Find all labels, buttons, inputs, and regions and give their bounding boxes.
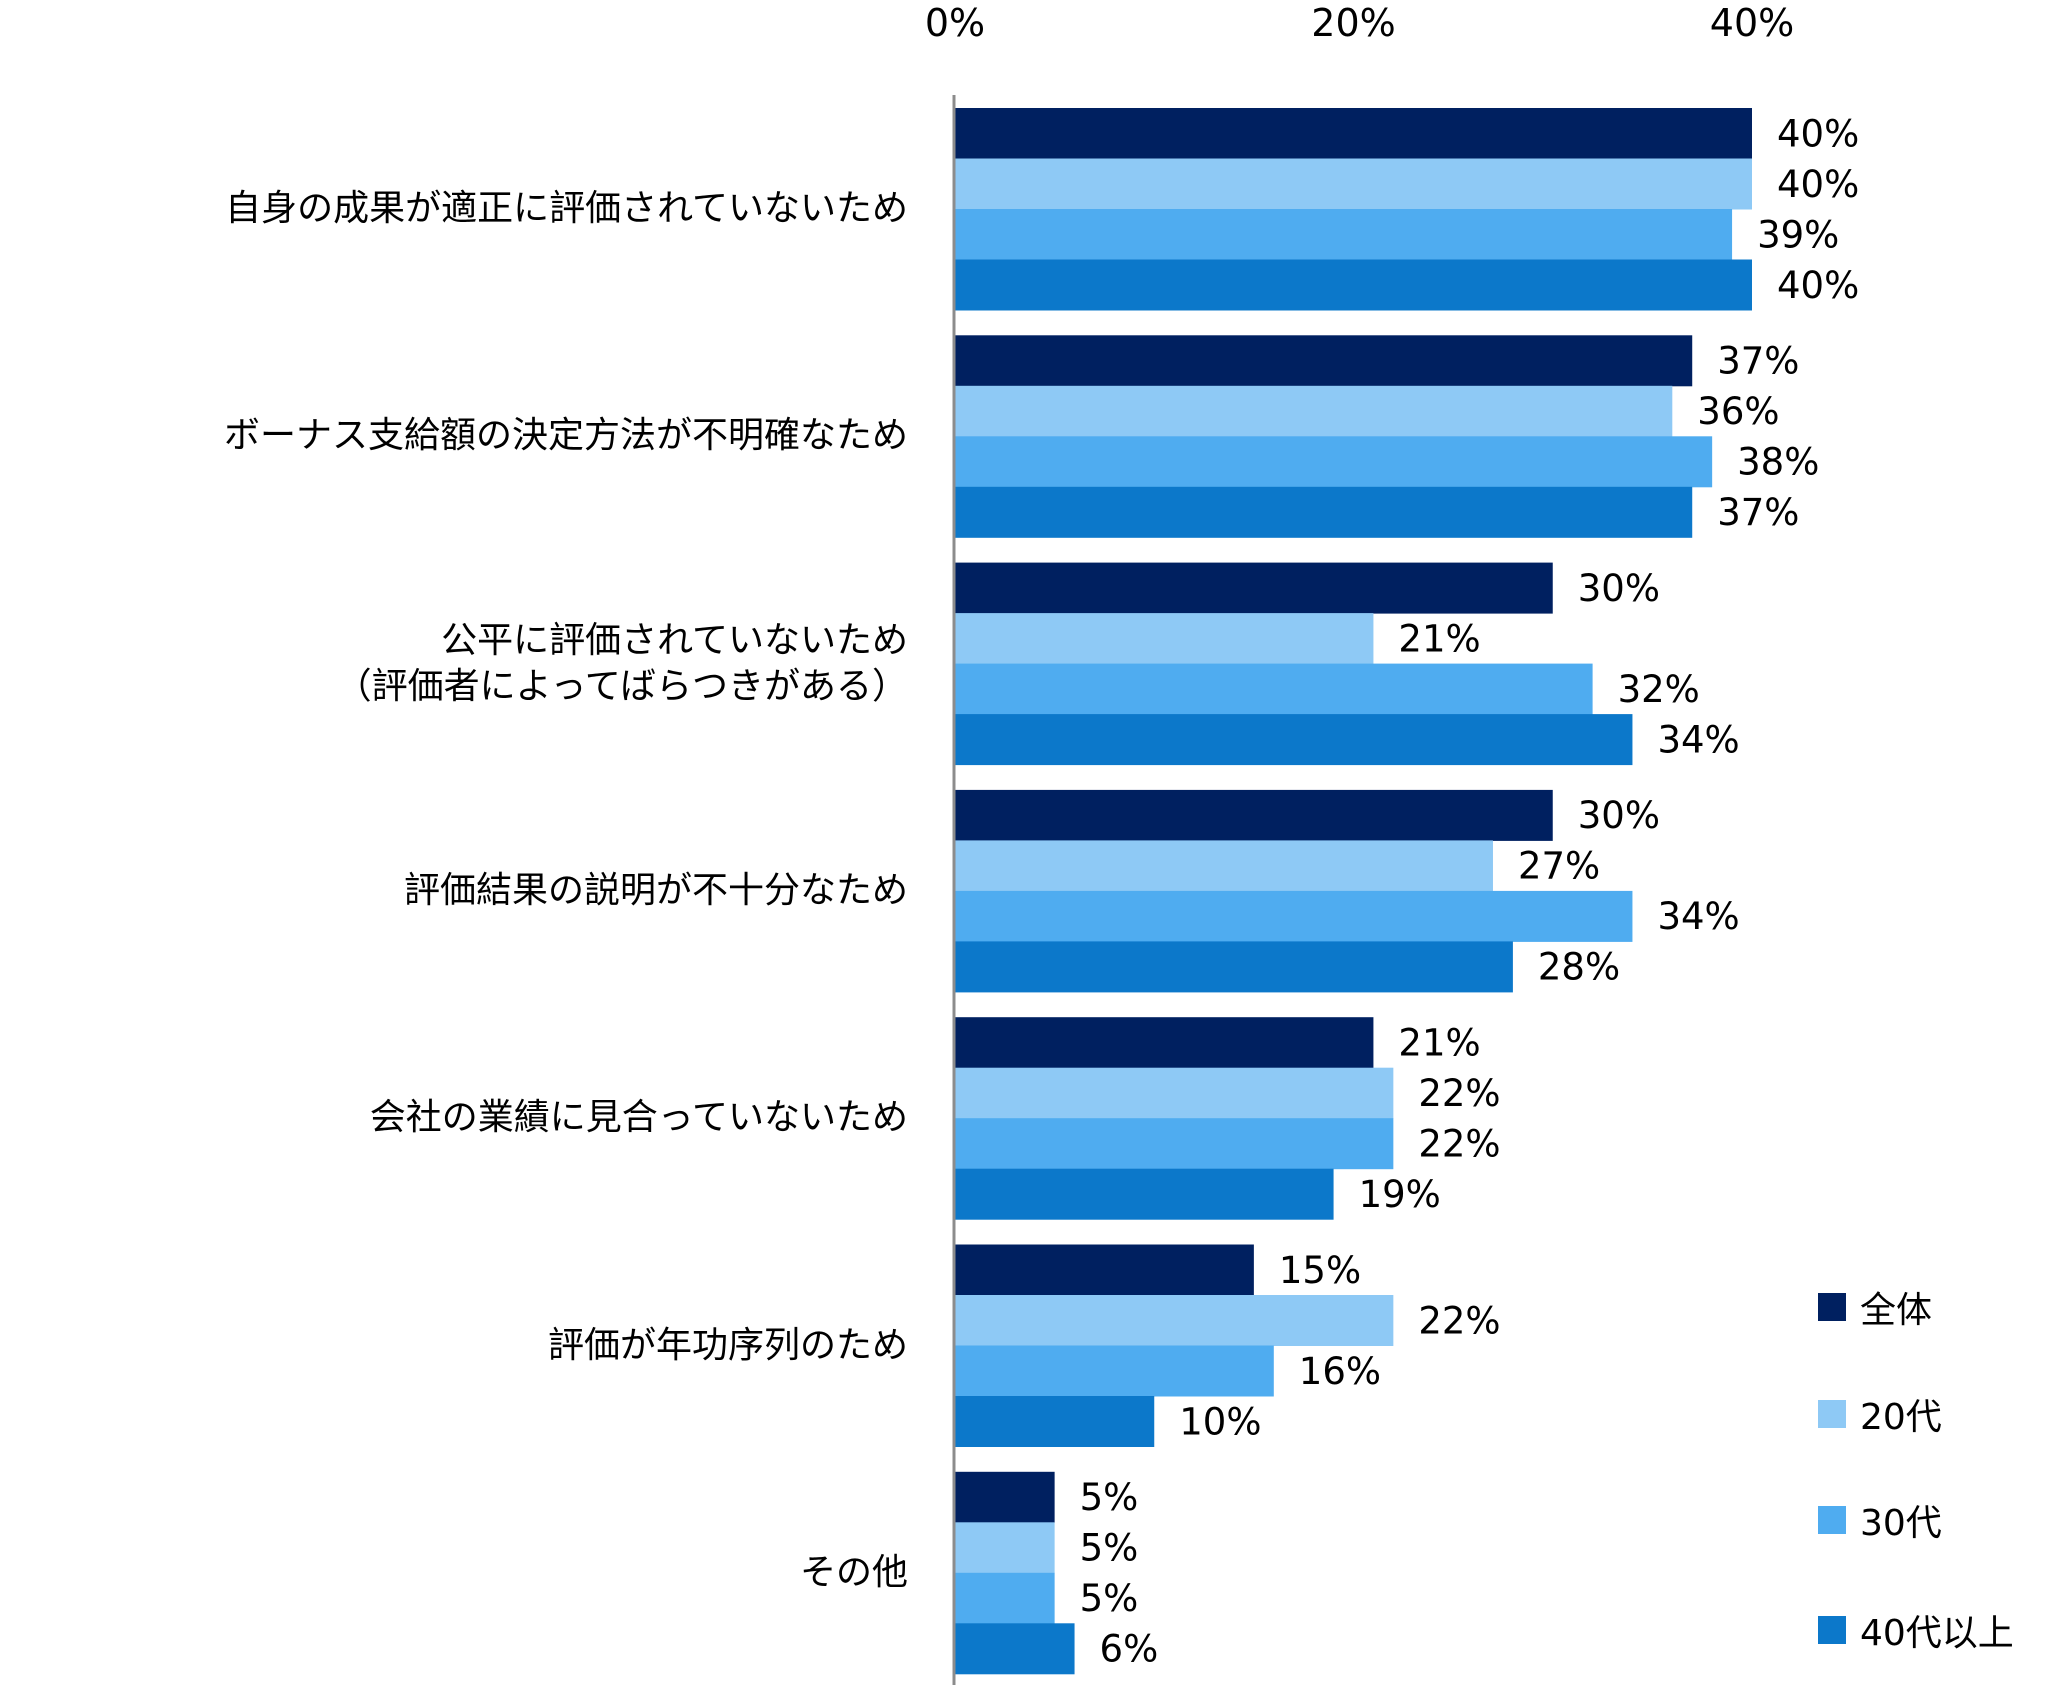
data-label: 30%: [1578, 567, 1660, 610]
bar: [955, 1623, 1075, 1675]
data-label: 22%: [1418, 1122, 1500, 1165]
bar: [955, 1295, 1394, 1346]
bar: [955, 941, 1513, 993]
category-label: 自身の成果が適正に評価されていないため: [225, 188, 908, 229]
category-label: 公平に評価されていないため （評価者によってばらつきがある）: [335, 619, 908, 707]
bar: [955, 714, 1633, 766]
data-label: 10%: [1179, 1400, 1261, 1443]
bar: [955, 789, 1553, 841]
bar: [955, 1244, 1254, 1296]
data-label: 5%: [1080, 1527, 1139, 1570]
bar: [955, 663, 1593, 715]
legend-swatch: [1818, 1293, 1846, 1321]
data-label: 34%: [1657, 718, 1739, 761]
bar: [955, 385, 1673, 437]
category-label: その他: [799, 1551, 908, 1593]
data-label: 16%: [1299, 1350, 1381, 1393]
data-label: 5%: [1080, 1577, 1139, 1620]
data-label: 30%: [1578, 794, 1660, 837]
bar: [955, 562, 1553, 614]
data-label: 6%: [1100, 1628, 1159, 1671]
legend-item: 20代: [1818, 1388, 1942, 1440]
data-label: 22%: [1418, 1072, 1500, 1115]
bar: [955, 335, 1693, 387]
data-label: 37%: [1717, 340, 1799, 383]
data-label: 34%: [1657, 895, 1739, 938]
data-label: 40%: [1777, 163, 1859, 206]
bar: [955, 1572, 1055, 1624]
bar: [955, 613, 1374, 665]
bar: [955, 1168, 1334, 1220]
bar: [955, 1017, 1374, 1069]
data-label: 39%: [1757, 213, 1839, 256]
category-label: ボーナス支給額の決定方法が不明確なため: [223, 415, 908, 457]
legend-label: 40代以上: [1860, 1613, 2014, 1654]
data-label: 32%: [1618, 668, 1700, 711]
bar: [955, 1345, 1274, 1397]
bar: [955, 259, 1752, 311]
bar: [955, 209, 1733, 260]
bar: [955, 1118, 1394, 1170]
bar: [955, 1067, 1394, 1119]
data-label: 5%: [1080, 1476, 1139, 1519]
x-tick-label: 0%: [925, 1, 985, 45]
bar: [955, 1471, 1055, 1523]
legend-item: 全体: [1818, 1281, 1932, 1333]
legend-swatch: [1818, 1400, 1846, 1428]
legend-swatch: [1818, 1616, 1846, 1644]
data-label: 40%: [1777, 264, 1859, 307]
legend-label: 20代: [1860, 1397, 1942, 1438]
data-label: 21%: [1398, 1021, 1480, 1064]
category-label: 評価が年功序列のため: [547, 1324, 908, 1366]
data-label: 28%: [1538, 946, 1620, 989]
category-label: 評価結果の説明が不十分なため: [403, 869, 908, 911]
bar: [955, 436, 1713, 488]
data-label: 38%: [1737, 441, 1819, 484]
data-label: 27%: [1518, 845, 1600, 888]
data-label: 36%: [1697, 390, 1779, 433]
data-label: 19%: [1359, 1173, 1441, 1216]
x-tick-label: 40%: [1710, 1, 1794, 45]
bar: [955, 1522, 1055, 1574]
data-label: 21%: [1398, 617, 1480, 660]
data-label: 37%: [1717, 491, 1799, 534]
bar: [955, 108, 1752, 159]
bar: [955, 1396, 1155, 1447]
bar: [955, 158, 1752, 210]
data-label: 15%: [1279, 1249, 1361, 1292]
legend-item: 30代: [1818, 1494, 1942, 1546]
category-label: 会社の業績に見合っていないため: [369, 1097, 908, 1139]
legend-swatch: [1818, 1506, 1846, 1534]
x-tick-label: 20%: [1311, 1, 1395, 45]
legend-label: 全体: [1860, 1290, 1933, 1331]
data-label: 40%: [1777, 112, 1859, 155]
bar: [955, 486, 1693, 538]
bar: [955, 890, 1633, 942]
legend-label: 30代: [1860, 1503, 1942, 1544]
legend-item: 40代以上: [1818, 1604, 2014, 1656]
bar: [955, 840, 1493, 892]
data-label: 22%: [1418, 1299, 1500, 1342]
